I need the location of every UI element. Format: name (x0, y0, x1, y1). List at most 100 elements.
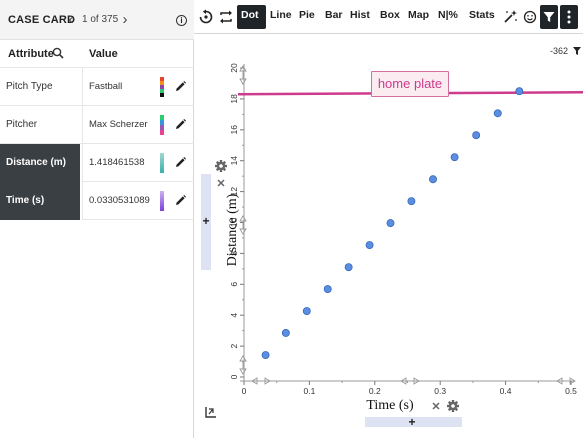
attribute-value: Max Scherzer (89, 119, 148, 130)
gear-hole (451, 404, 455, 408)
more-icon (567, 10, 571, 24)
pie-chart-button[interactable]: Pie (299, 9, 315, 21)
data-point[interactable] (472, 131, 481, 140)
reset-icon[interactable] (198, 9, 214, 25)
gear-tooth (219, 160, 223, 163)
previous-case-button[interactable]: ‹ (68, 11, 74, 28)
data-point[interactable] (450, 153, 459, 162)
y-tick-label: 0 (229, 374, 239, 379)
x-axis-min-handle[interactable] (251, 377, 271, 385)
color-swatch (160, 191, 164, 211)
data-point[interactable] (261, 351, 270, 360)
x-axis-remove-close-icon[interactable] (432, 402, 440, 410)
gear-tooth (451, 409, 455, 412)
case-card-header: CASE CARD ‹ 1 of 375 › i (0, 0, 194, 40)
color-swatch (160, 153, 164, 173)
data-point[interactable] (407, 197, 416, 206)
x-tick-label: 0.1 (303, 386, 315, 396)
data-point[interactable] (344, 263, 353, 272)
attribute-row-pitch-type[interactable]: Pitch Type Fastball (0, 68, 194, 106)
y-tick-label: 2 (229, 343, 239, 348)
legend-filter-icon[interactable] (573, 47, 581, 55)
attribute-column-header: Attribute (8, 48, 54, 60)
stats-button[interactable]: Stats (469, 9, 495, 21)
x-tick-label: 0 (242, 386, 247, 396)
magic-wand-icon[interactable] (502, 9, 518, 25)
y-tick-label: 14 (229, 156, 239, 166)
info-icon[interactable]: i (176, 15, 187, 26)
histogram-button[interactable]: Hist (350, 9, 370, 21)
add-y-attribute-button[interactable]: + (202, 214, 210, 228)
attribute-label: Pitcher (6, 119, 38, 130)
y-tick-label: 4 (229, 313, 239, 318)
case-card-title: CASE CARD (8, 14, 76, 26)
color-swatch (160, 115, 164, 135)
count-percent-button[interactable]: N|% (438, 9, 458, 21)
attribute-row-time[interactable]: Time (s) 0.0330531089 (0, 182, 194, 220)
attribute-row-distance[interactable]: Distance (m) 1.418461538 (0, 144, 194, 182)
x-axis-max-handle[interactable] (556, 377, 576, 385)
y-tick-label: 16 (229, 125, 239, 135)
pencil-icon[interactable] (174, 80, 187, 93)
rescale-arrow (209, 408, 214, 413)
y-axis-title[interactable]: Distance (m) (225, 193, 240, 267)
data-point[interactable] (386, 219, 395, 228)
axes (240, 64, 575, 385)
gear-tooth (219, 169, 223, 172)
map-button[interactable]: Map (408, 9, 429, 21)
attribute-label: Time (s) (0, 182, 82, 220)
data-point[interactable] (429, 175, 437, 184)
y-axis-drag-handle[interactable] (239, 215, 247, 235)
home-plate-annotation[interactable]: home plate (371, 71, 449, 97)
filter-button[interactable] (540, 5, 558, 29)
axis-decorations (205, 65, 576, 418)
smiley-icon[interactable] (522, 9, 538, 25)
pencil-icon[interactable] (174, 156, 187, 169)
y-tick-label: 10 (229, 218, 239, 228)
data-point[interactable] (365, 241, 374, 250)
data-point[interactable] (281, 329, 290, 337)
pencil-icon[interactable] (174, 118, 187, 131)
x-axis-drag-handle[interactable] (400, 377, 420, 385)
attribute-label: Pitch Type (6, 81, 53, 92)
attribute-row-pitcher[interactable]: Pitcher Max Scherzer (0, 106, 194, 144)
x-axis-drop-zone[interactable] (365, 417, 462, 427)
close-icon-stroke (217, 179, 225, 187)
y-axis-settings-gear-icon[interactable] (215, 160, 227, 172)
data-point[interactable] (302, 307, 311, 315)
y-axis-max-handle[interactable] (239, 65, 247, 85)
dot-plot-button[interactable]: Dot (241, 9, 259, 21)
bar-chart-button[interactable]: Bar (325, 9, 343, 21)
add-x-attribute-button[interactable]: + (408, 415, 416, 429)
line-plot-button[interactable]: Line (270, 9, 292, 21)
x-axis-title[interactable]: Time (s) (366, 398, 414, 413)
more-button[interactable] (560, 5, 578, 29)
search-icon[interactable] (52, 47, 64, 59)
y-tick-label: 18 (229, 94, 239, 104)
attribute-value: Fastball (89, 81, 123, 92)
x-tick-label: 0.3 (434, 386, 446, 396)
y-axis-remove-close-icon[interactable] (217, 179, 225, 187)
legend-value: -362 (550, 46, 569, 56)
case-count: 1 of 375 (82, 14, 119, 25)
x-tick-label: 0.5 (565, 386, 577, 396)
data-point[interactable] (323, 285, 332, 294)
data-points[interactable] (261, 87, 524, 360)
data-point[interactable] (515, 87, 524, 96)
case-card-panel: CASE CARD ‹ 1 of 375 › i Attribute Value… (0, 0, 194, 438)
data-point[interactable] (493, 109, 502, 118)
pencil-icon[interactable] (174, 194, 187, 207)
x-axis-settings-gear-icon[interactable] (447, 400, 459, 412)
attribute-label: Distance (m) (0, 144, 82, 182)
y-axis-drop-zone[interactable] (201, 174, 211, 270)
filter-icon (543, 12, 555, 22)
y-axis-min-handle[interactable] (239, 355, 247, 375)
rescale-icon[interactable] (205, 407, 216, 418)
dot-plot-button-bg (237, 5, 266, 29)
gear-hole (219, 164, 223, 168)
y-tick-label: 12 (229, 187, 239, 197)
value-column-header: Value (89, 48, 118, 60)
swap-icon[interactable] (218, 9, 234, 25)
next-case-button[interactable]: › (122, 11, 128, 28)
box-plot-button[interactable]: Box (380, 9, 400, 21)
